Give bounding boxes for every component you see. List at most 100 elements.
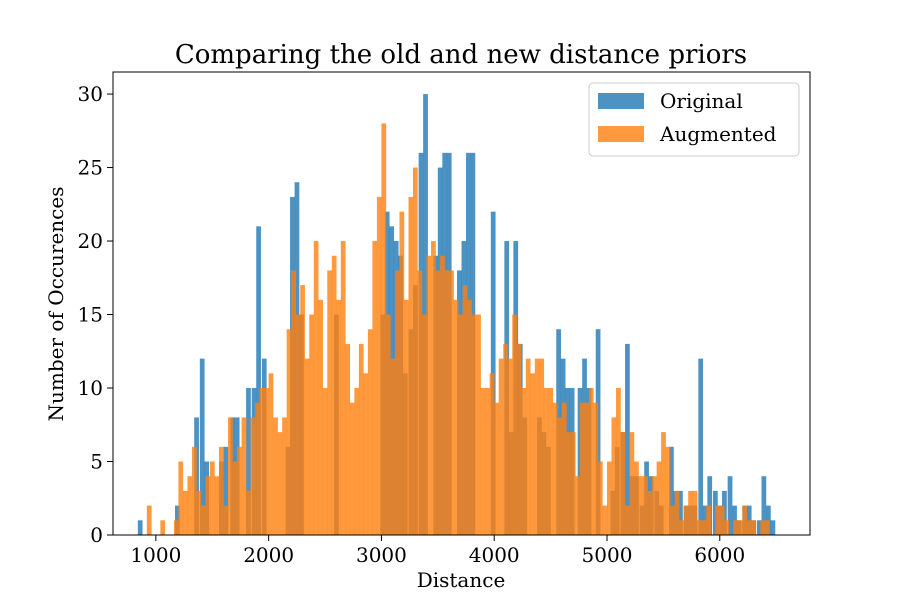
bar-augmented bbox=[516, 343, 522, 535]
bar-augmented bbox=[349, 402, 355, 535]
bar-augmented bbox=[638, 476, 644, 535]
bar-augmented bbox=[354, 388, 360, 535]
bar-augmented bbox=[697, 520, 702, 535]
bar-augmented bbox=[476, 314, 481, 535]
bar-augmented bbox=[679, 520, 684, 535]
bar-augmented bbox=[187, 476, 193, 535]
bar-augmented bbox=[182, 490, 188, 535]
bar-augmented bbox=[692, 490, 698, 535]
x-axis: 1000 2000 3000 4000 5000 6000 bbox=[130, 535, 745, 567]
bar-augmented bbox=[760, 520, 766, 535]
bar-augmented bbox=[742, 505, 748, 535]
bar-augmented bbox=[764, 520, 770, 535]
bar-augmented bbox=[399, 211, 405, 535]
bar-augmented bbox=[597, 461, 603, 535]
bar-augmented bbox=[264, 388, 269, 535]
y-axis: 0 5 10 15 20 25 30 bbox=[78, 82, 113, 547]
y-tick-label: 25 bbox=[78, 156, 103, 180]
bar-augmented bbox=[670, 505, 675, 535]
bar-augmented bbox=[282, 417, 287, 535]
bar-augmented bbox=[715, 505, 720, 535]
bar-augmented bbox=[543, 388, 549, 535]
bar-augmented bbox=[584, 402, 590, 535]
bar-augmented bbox=[209, 461, 215, 535]
bar-augmented bbox=[588, 388, 594, 535]
bar-augmented bbox=[246, 490, 251, 535]
bar-augmented bbox=[661, 432, 666, 535]
bar-augmented bbox=[313, 241, 319, 536]
bar-augmented bbox=[489, 373, 495, 535]
bar-augmented bbox=[652, 476, 657, 535]
y-tick-label: 5 bbox=[90, 450, 103, 474]
bar-original bbox=[698, 358, 704, 535]
bar-augmented bbox=[606, 461, 612, 535]
bar-original bbox=[246, 388, 251, 535]
bar-original bbox=[770, 520, 776, 535]
bar-augmented bbox=[205, 476, 211, 535]
bar-augmented bbox=[444, 270, 450, 535]
bar-augmented bbox=[200, 505, 206, 535]
bar-augmented bbox=[196, 490, 202, 535]
bar-augmented bbox=[385, 314, 391, 535]
bar-augmented bbox=[570, 432, 576, 535]
bar-augmented bbox=[593, 402, 599, 535]
bar-augmented bbox=[602, 505, 608, 535]
bar-augmented bbox=[512, 314, 517, 535]
bar-augmented bbox=[259, 388, 265, 535]
legend-swatch-augmented bbox=[598, 126, 644, 142]
bar-augmented bbox=[634, 461, 639, 535]
bar-augmented bbox=[250, 417, 256, 535]
bar-augmented bbox=[304, 358, 310, 535]
bar-augmented bbox=[219, 446, 224, 535]
bar-augmented bbox=[408, 196, 414, 535]
bar-augmented bbox=[525, 358, 531, 535]
bar-augmented bbox=[611, 417, 617, 535]
bar-original bbox=[490, 211, 496, 535]
legend-label-original: Original bbox=[660, 89, 743, 113]
bar-augmented bbox=[426, 255, 432, 535]
bar-augmented bbox=[688, 490, 693, 535]
legend: Original Augmented bbox=[588, 82, 800, 157]
bar-augmented bbox=[403, 299, 409, 535]
legend-swatch-original bbox=[598, 93, 644, 109]
y-tick-label: 20 bbox=[78, 229, 103, 253]
bar-original bbox=[137, 520, 143, 535]
bar-augmented bbox=[440, 255, 445, 535]
bar-augmented bbox=[232, 461, 238, 535]
bar-original bbox=[256, 226, 261, 536]
bar-augmented bbox=[566, 432, 572, 535]
bar-augmented bbox=[372, 241, 378, 536]
bar-original bbox=[761, 476, 767, 535]
bar-augmented bbox=[620, 432, 626, 535]
bar-augmented bbox=[173, 520, 179, 535]
bar-augmented bbox=[358, 343, 364, 535]
bar-augmented bbox=[273, 417, 278, 535]
plot-frame bbox=[112, 71, 811, 536]
x-axis-label: Distance bbox=[417, 568, 506, 592]
bar-augmented bbox=[530, 373, 536, 535]
bar-augmented bbox=[498, 358, 504, 535]
bar-augmented bbox=[291, 270, 296, 535]
bar-augmented bbox=[191, 446, 197, 535]
bar-original bbox=[199, 358, 205, 535]
bar-original bbox=[625, 343, 630, 535]
bar-augmented bbox=[683, 505, 689, 535]
bar-augmented bbox=[453, 299, 459, 535]
bar-augmented bbox=[237, 446, 242, 535]
bar-augmented bbox=[336, 299, 342, 535]
bar-augmented bbox=[146, 505, 152, 535]
bar-augmented bbox=[376, 196, 382, 535]
x-tick-label: 6000 bbox=[694, 543, 745, 567]
bar-augmented bbox=[327, 270, 333, 535]
bar-augmented bbox=[286, 329, 292, 535]
bar-augmented bbox=[629, 432, 635, 535]
bar-augmented bbox=[557, 417, 563, 535]
bar-augmented bbox=[255, 402, 260, 535]
bar-augmented bbox=[521, 388, 527, 535]
y-tick-label: 0 bbox=[90, 523, 103, 547]
bar-augmented bbox=[548, 388, 554, 535]
bar-augmented bbox=[241, 417, 247, 535]
bar-augmented bbox=[309, 314, 314, 535]
bar-augmented bbox=[363, 373, 369, 535]
bar-augmented bbox=[534, 358, 540, 535]
